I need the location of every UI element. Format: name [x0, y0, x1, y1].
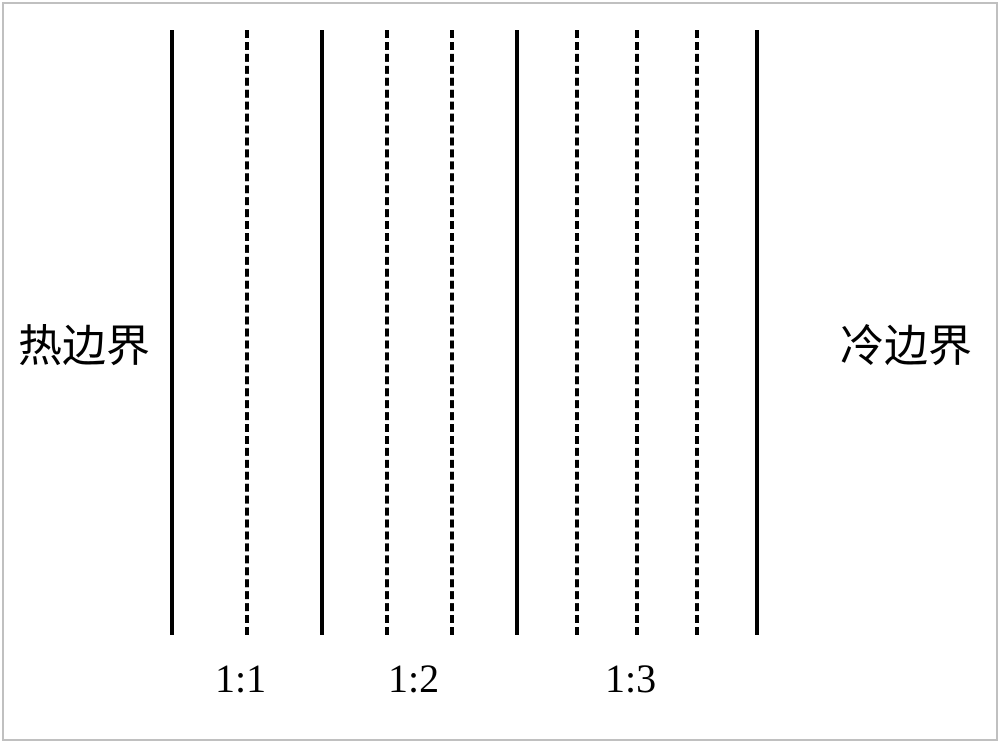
- line-dashed-6: [695, 30, 699, 635]
- cold-boundary-label: 冷边界: [840, 310, 972, 374]
- line-solid-2: [320, 30, 324, 635]
- ratio-1-1: 1:1: [215, 655, 266, 702]
- line-dashed-2: [385, 30, 389, 635]
- line-dashed-3: [450, 30, 454, 635]
- line-dashed-1: [245, 30, 249, 635]
- ratio-1-3: 1:3: [605, 655, 656, 702]
- ratio-1-2: 1:2: [388, 655, 439, 702]
- line-dashed-4: [575, 30, 579, 635]
- line-dashed-5: [635, 30, 639, 635]
- line-solid-3: [515, 30, 519, 635]
- hot-boundary-label: 热边界: [18, 310, 150, 374]
- line-solid-1: [170, 30, 174, 635]
- line-solid-4: [755, 30, 759, 635]
- thermal-layer-diagram: 热边界 冷边界 1:1 1:2 1:3: [0, 0, 1000, 743]
